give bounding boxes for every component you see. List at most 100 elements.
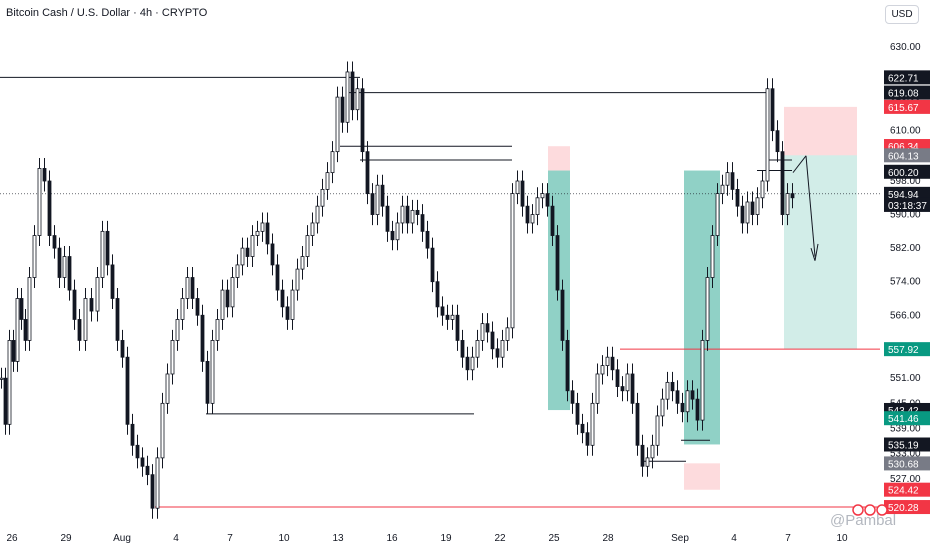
x-tick-label: 16 [386, 533, 398, 544]
price-label-box [884, 411, 930, 426]
y-tick-label: 610.00 [890, 126, 921, 137]
candle-body [350, 71, 355, 111]
candle-body [210, 340, 215, 404]
zone-short_tp [784, 155, 857, 350]
candle-body [480, 323, 485, 341]
price-label-box [884, 85, 930, 100]
candle-body [525, 205, 530, 224]
candle-body [23, 319, 28, 341]
candle-body [760, 180, 765, 199]
x-tick-label: 29 [60, 533, 72, 544]
candle-body [450, 314, 455, 320]
indicator-icon [876, 504, 888, 516]
candle-body [295, 268, 300, 291]
candle-body [550, 205, 555, 236]
candle-body [655, 415, 660, 446]
candle-body [280, 289, 285, 308]
candle-body [77, 319, 82, 341]
candle-body [640, 444, 645, 467]
x-tick-label: 19 [440, 533, 452, 544]
candle-body [160, 402, 165, 459]
candle-body [555, 235, 560, 291]
candle-body [580, 423, 585, 434]
candle-body [95, 277, 100, 312]
candle-body [425, 230, 430, 249]
candle-body [615, 369, 620, 387]
candle-body [600, 365, 605, 375]
y-tick-label: 630.00 [890, 42, 921, 53]
candle-body [310, 222, 315, 236]
candle-body [730, 172, 735, 190]
candle-body [485, 323, 490, 333]
candle-body [660, 398, 665, 417]
price-label: 520.28 [888, 503, 919, 514]
price-label-box [884, 500, 930, 515]
candle-body [620, 386, 625, 392]
candle-body [335, 96, 340, 153]
candle-body [705, 277, 710, 341]
candle-body [175, 319, 180, 341]
candle-body [32, 235, 37, 278]
candle-body [595, 373, 600, 404]
candle-body [315, 205, 320, 224]
candle-body [780, 151, 785, 215]
candle-body [275, 264, 280, 291]
price-label-box [884, 70, 930, 85]
candle-body [430, 247, 435, 283]
candle-body [200, 314, 205, 362]
candle-body [165, 373, 170, 404]
candle-body [410, 209, 415, 224]
candle-body [605, 356, 610, 366]
price-label: 03:18:37 [888, 201, 927, 212]
candle-body [685, 390, 690, 413]
currency-button[interactable]: USD [885, 5, 919, 24]
price-label: 622.71 [888, 73, 919, 84]
zone-short_sl [784, 106, 857, 156]
candle-body [530, 214, 535, 224]
candle-body [365, 151, 370, 195]
price-label: 606.34 [888, 142, 919, 153]
y-tick-label: 551.00 [890, 373, 921, 384]
candle-body [750, 201, 755, 215]
y-tick-label: 527.00 [890, 474, 921, 485]
y-tick-label: 590.00 [890, 210, 921, 221]
x-tick-label: Aug [113, 533, 131, 544]
candle-body [710, 235, 715, 278]
projection-line [792, 155, 807, 173]
candle-body [150, 474, 155, 509]
candle-body [420, 214, 425, 232]
price-label-box [884, 456, 930, 471]
projection-arrow [805, 155, 816, 257]
price-label: 604.13 [888, 151, 919, 162]
candle-body [385, 205, 390, 232]
candle-body [285, 306, 290, 320]
candle-body [745, 201, 750, 224]
candle-body [57, 247, 62, 278]
candle-body [185, 277, 190, 299]
candle-body [375, 184, 380, 215]
candle-body [67, 256, 72, 291]
candle-body [715, 193, 720, 236]
candle-body [145, 465, 150, 476]
candle-body [585, 432, 590, 446]
x-tick-label: 7 [785, 533, 791, 544]
indicator-icon [864, 504, 876, 516]
candle-body [405, 205, 410, 224]
candle-body [470, 356, 475, 371]
candle-body [27, 277, 32, 341]
candle-body [560, 289, 565, 341]
candle-body [505, 327, 510, 341]
indicator-icon [852, 504, 864, 516]
candle-body [635, 402, 640, 446]
candle-body [475, 340, 480, 358]
candle-body [735, 189, 740, 207]
price-label-box [884, 437, 930, 452]
candle-body [690, 390, 695, 400]
candle-body [220, 289, 225, 320]
candle-body [215, 319, 220, 341]
price-label: 530.68 [888, 459, 919, 470]
candle-body [265, 222, 270, 245]
candle-body [460, 340, 465, 358]
candle-body [270, 243, 275, 266]
